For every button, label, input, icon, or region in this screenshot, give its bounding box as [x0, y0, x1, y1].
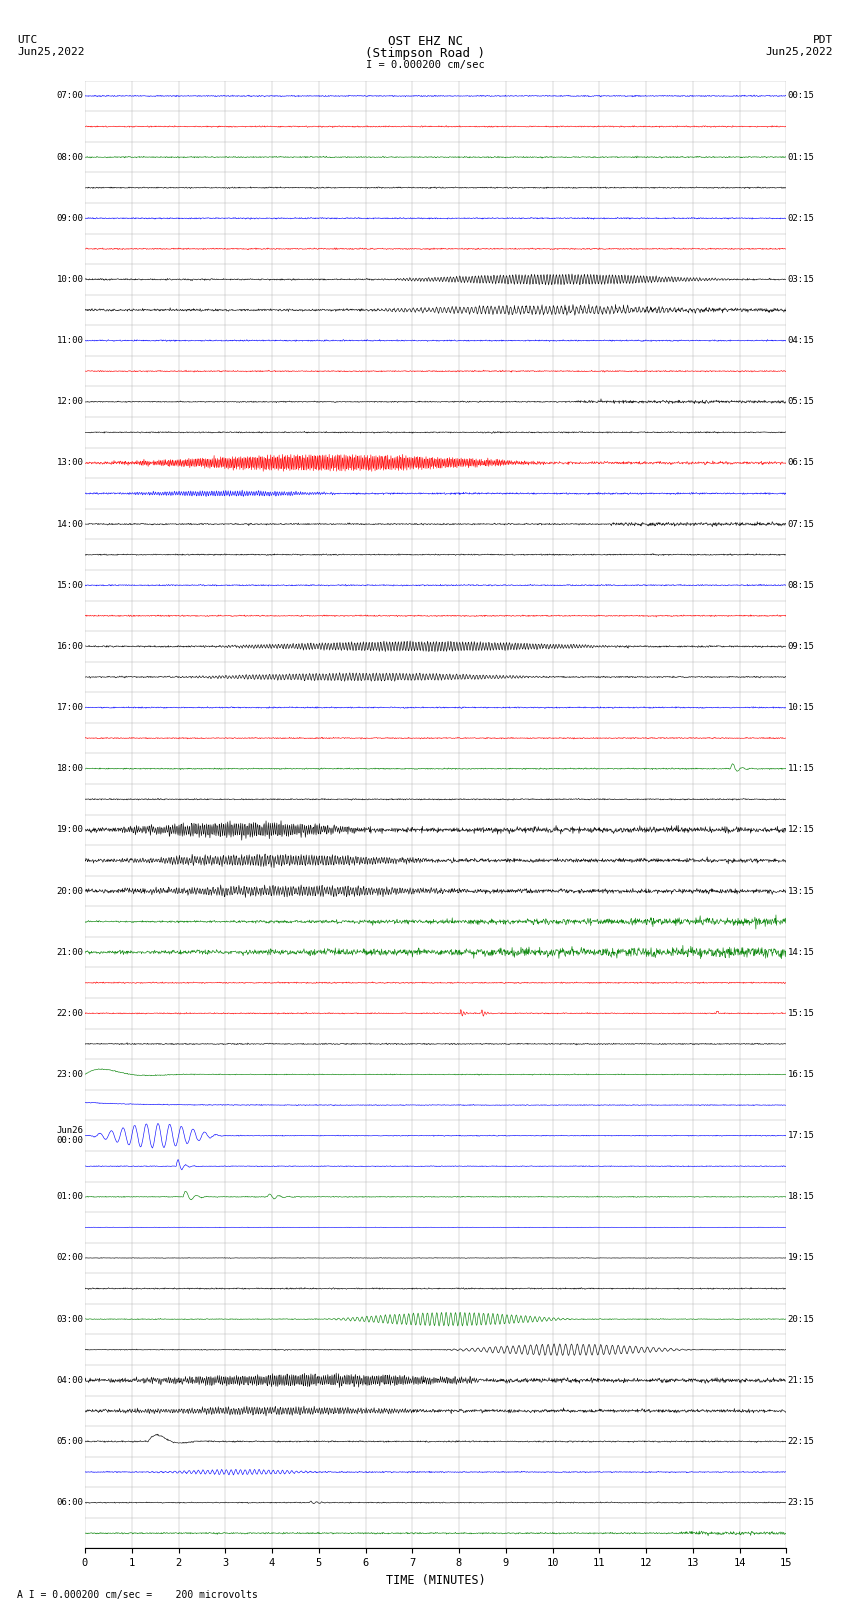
Text: 01:15: 01:15: [788, 153, 814, 161]
Text: 05:00: 05:00: [57, 1437, 83, 1445]
Text: PDT: PDT: [813, 35, 833, 45]
Text: 22:00: 22:00: [57, 1008, 83, 1018]
Text: 19:15: 19:15: [788, 1253, 814, 1263]
Text: 14:00: 14:00: [57, 519, 83, 529]
Text: 03:00: 03:00: [57, 1315, 83, 1324]
Text: 10:15: 10:15: [788, 703, 814, 711]
Text: 23:15: 23:15: [788, 1498, 814, 1507]
Text: UTC: UTC: [17, 35, 37, 45]
Text: 18:15: 18:15: [788, 1192, 814, 1202]
Text: 08:00: 08:00: [57, 153, 83, 161]
Text: 23:00: 23:00: [57, 1069, 83, 1079]
Text: 09:00: 09:00: [57, 215, 83, 223]
Text: 05:15: 05:15: [788, 397, 814, 406]
Text: 14:15: 14:15: [788, 948, 814, 957]
Text: 03:15: 03:15: [788, 274, 814, 284]
Text: 17:15: 17:15: [788, 1131, 814, 1140]
Text: 10:00: 10:00: [57, 274, 83, 284]
Text: 02:00: 02:00: [57, 1253, 83, 1263]
Text: A I = 0.000200 cm/sec =    200 microvolts: A I = 0.000200 cm/sec = 200 microvolts: [17, 1590, 258, 1600]
Text: 07:15: 07:15: [788, 519, 814, 529]
Text: 06:00: 06:00: [57, 1498, 83, 1507]
Text: 15:00: 15:00: [57, 581, 83, 590]
Text: 16:15: 16:15: [788, 1069, 814, 1079]
Text: 01:00: 01:00: [57, 1192, 83, 1202]
Text: 00:15: 00:15: [788, 92, 814, 100]
Text: 11:00: 11:00: [57, 336, 83, 345]
Text: 15:15: 15:15: [788, 1008, 814, 1018]
Text: Jun25,2022: Jun25,2022: [766, 47, 833, 56]
Text: 20:00: 20:00: [57, 887, 83, 895]
Text: 06:15: 06:15: [788, 458, 814, 468]
Text: 20:15: 20:15: [788, 1315, 814, 1324]
Text: 16:00: 16:00: [57, 642, 83, 652]
Text: 11:15: 11:15: [788, 765, 814, 773]
Text: Jun25,2022: Jun25,2022: [17, 47, 84, 56]
Text: 19:00: 19:00: [57, 826, 83, 834]
Text: 08:15: 08:15: [788, 581, 814, 590]
Text: 22:15: 22:15: [788, 1437, 814, 1445]
Text: OST EHZ NC: OST EHZ NC: [388, 35, 462, 48]
Text: 17:00: 17:00: [57, 703, 83, 711]
Text: 12:00: 12:00: [57, 397, 83, 406]
Text: 21:00: 21:00: [57, 948, 83, 957]
Text: 12:15: 12:15: [788, 826, 814, 834]
Text: (Stimpson Road ): (Stimpson Road ): [365, 47, 485, 60]
Text: 02:15: 02:15: [788, 215, 814, 223]
X-axis label: TIME (MINUTES): TIME (MINUTES): [386, 1574, 485, 1587]
Text: 07:00: 07:00: [57, 92, 83, 100]
Text: 13:15: 13:15: [788, 887, 814, 895]
Text: Jun26
00:00: Jun26 00:00: [57, 1126, 83, 1145]
Text: 04:00: 04:00: [57, 1376, 83, 1386]
Text: 04:15: 04:15: [788, 336, 814, 345]
Text: 13:00: 13:00: [57, 458, 83, 468]
Text: I = 0.000200 cm/sec: I = 0.000200 cm/sec: [366, 60, 484, 69]
Text: 21:15: 21:15: [788, 1376, 814, 1386]
Text: 09:15: 09:15: [788, 642, 814, 652]
Text: 18:00: 18:00: [57, 765, 83, 773]
